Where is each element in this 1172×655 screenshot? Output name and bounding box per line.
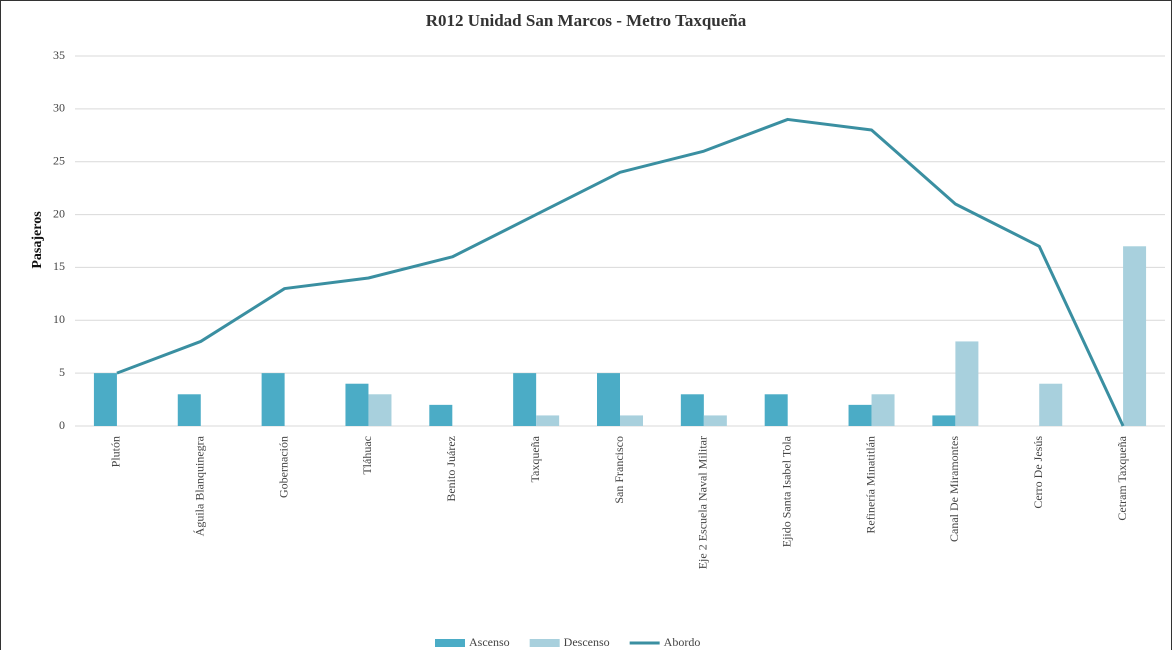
bar [345,383,369,426]
x-tick-label: Eje 2 Escuela Naval Militar [696,436,710,569]
y-tick-label: 5 [59,365,65,379]
bar [848,404,872,426]
x-tick-label: Refinería Minatitlán [863,436,877,534]
legend-swatch [529,639,560,647]
y-tick-label: 15 [53,259,65,273]
x-tick-label: Taxqueña [528,435,542,482]
x-tick-label: Ejido Santa Isabel Tola [779,435,793,547]
y-tick-label: 10 [53,312,65,326]
legend-label: Descenso [564,635,610,649]
bar [955,341,979,426]
x-tick-label: Cerro De Jesús [1031,436,1045,509]
x-tick-label: Cetram Taxqueña [1115,435,1129,520]
bar [597,373,620,426]
x-tick-label: Plutón [109,436,123,467]
x-tick-label: Canal De Miramontes [947,436,961,542]
bar [368,394,392,426]
x-tick-label: Tláhuac [360,436,374,475]
bar [932,415,956,426]
y-tick-label: 25 [53,153,65,167]
bar [261,373,285,426]
y-tick-label: 30 [53,101,65,115]
y-axis-label: Pasajeros [30,211,45,269]
x-tick-label: Benito Juárez [444,436,458,502]
bar [93,373,117,426]
bar [1123,246,1147,426]
bar [703,415,727,426]
legend-label: Abordo [664,635,701,649]
y-tick-label: 0 [59,418,65,432]
x-tick-label: Gobernación [276,436,290,498]
bar [536,415,560,426]
bar [177,394,201,426]
x-tick-label: San Francisco [612,436,626,504]
bar [429,404,453,426]
bar [764,394,788,426]
bar [871,394,895,426]
y-tick-label: 20 [53,206,65,220]
bar [513,373,537,426]
line [116,117,1125,427]
legend-swatch [435,639,465,647]
legend-label: Ascenso [469,635,510,649]
y-tick-label: 35 [53,48,65,62]
x-tick-label: Águila Blanquinegra [193,435,207,536]
chart-title: R012 Unidad San Marcos - Metro Taxqueña [426,11,747,30]
bar [620,415,643,426]
bar [1039,383,1063,426]
bar [680,394,704,426]
